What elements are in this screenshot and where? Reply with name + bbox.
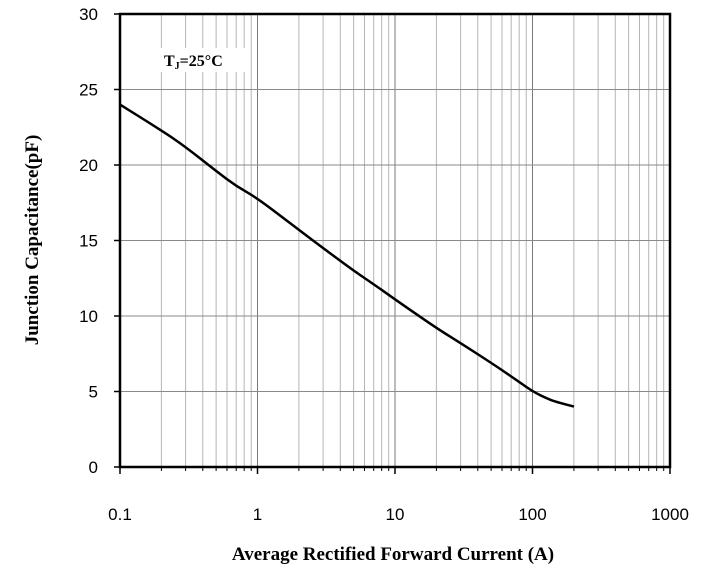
x-axis-title: Average Rectified Forward Current (A) — [232, 544, 554, 565]
annotation-background — [157, 48, 250, 72]
y-axis-title: Junction Capacitance(pF) — [22, 135, 43, 346]
y-tick-labels: 0 5 10 15 20 25 30 — [79, 5, 98, 477]
tj-annotation-subscript: J — [175, 61, 180, 72]
y-tick-label: 5 — [89, 383, 98, 402]
tj-annotation-rest: =25°C — [180, 53, 223, 70]
y-tick-label: 10 — [79, 307, 98, 326]
tick-marks — [114, 13, 671, 474]
x-tick-label: 1 — [253, 505, 262, 524]
y-tick-label: 15 — [79, 232, 98, 251]
y-tick-label: 0 — [89, 458, 98, 477]
tj-annotation-main: T — [164, 53, 175, 70]
y-tick-label: 30 — [79, 5, 98, 24]
tj-annotation: TJ=25°C — [164, 53, 223, 72]
major-gridlines — [120, 14, 670, 467]
y-tick-label: 25 — [79, 81, 98, 100]
x-tick-labels: 0.1 1 10 100 1000 — [108, 505, 689, 524]
capacitance-curve — [119, 103, 575, 408]
y-tick-label: 20 — [79, 156, 98, 175]
x-tick-label: 0.1 — [108, 505, 132, 524]
x-tick-label: 1000 — [651, 505, 689, 524]
x-tick-label: 10 — [386, 505, 405, 524]
x-tick-label: 100 — [518, 505, 546, 524]
